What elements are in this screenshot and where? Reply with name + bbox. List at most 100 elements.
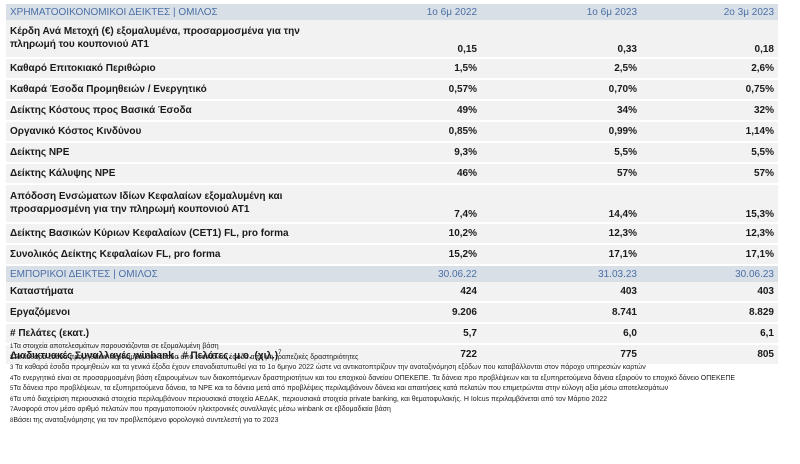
footnote-text: Το ενεργητικό είναι σε προσαρμοσμένη βάσ… xyxy=(13,374,736,382)
cell-value: 805 xyxy=(641,344,778,366)
cell-value: 0,70% xyxy=(481,79,641,101)
cell-value: 9.206 xyxy=(346,302,481,324)
footnote: 8Βάσει της αναταξινόμησης για τον προβλε… xyxy=(10,416,790,427)
table-row: Απόδοση Ενσώματων Ιδίων Κεφαλαίων εξομαλ… xyxy=(6,184,778,224)
column-header: 30.06.22 xyxy=(346,265,481,282)
footnote: 6Τα υπό διαχείριση περιουσιακά στοιχεία … xyxy=(10,395,790,406)
footnote-text: Τα στοιχεία αποτελεσμάτων παρουσιάζονται… xyxy=(13,343,219,350)
cell-value: 403 xyxy=(481,282,641,303)
cell-value: 0,33 xyxy=(481,20,641,59)
row-label: Κέρδη Ανά Μετοχή (€) εξομαλυμένα, προσαρ… xyxy=(6,20,346,59)
cell-value: 46% xyxy=(346,163,481,185)
row-label: Καθαρό Επιτοκιακό Περιθώριο xyxy=(6,58,346,80)
row-label: Δείκτης Βασικών Κύριων Κεφαλαίων (CET1) … xyxy=(6,223,346,245)
cell-value: 12,3% xyxy=(641,223,778,245)
footnote-text: Τα καθαρά έσοδα προμηθειών περιλαμβάνουν… xyxy=(13,353,359,361)
row-label: Δείκτης Κόστους προς Βασικά Έσοδα xyxy=(6,100,346,122)
cell-value: 17,1% xyxy=(641,244,778,266)
financial-section-title: ΧΡΗΜΑΤΟΟΙΚΟΝΟΜΙΚΟΙ ΔΕΙΚΤΕΣ | ΟΜΙΛΟΣ xyxy=(6,4,346,20)
table-row: Καθαρό Επιτοκιακό Περιθώριο 1,5% 2,5% 2,… xyxy=(6,58,778,80)
footnote: 5Τα δάνεια προ προβλέψεων, τα εξυπηρετού… xyxy=(10,384,790,395)
business-header-row: ΕΜΠΟΡΙΚΟΙ ΔΕΙΚΤΕΣ | ΟΜΙΛΟΣ 30.06.22 31.0… xyxy=(6,265,778,282)
footnote-number: 6 xyxy=(10,396,14,403)
row-label: Καθαρά Έσοδα Προμηθειών / Ενεργητικό xyxy=(6,79,346,101)
cell-value: 2,6% xyxy=(641,58,778,80)
cell-value: 34% xyxy=(481,100,641,122)
row-label: Εργαζόμενοι xyxy=(6,302,346,324)
cell-value: 0,85% xyxy=(346,121,481,143)
table-row: Διαδικτυακές Συναλλαγές winbank . # Πελά… xyxy=(6,344,778,366)
cell-value: 5,5% xyxy=(641,142,778,164)
cell-value: 5,5% xyxy=(481,142,641,164)
cell-value: 57% xyxy=(481,163,641,185)
footnote: 3 Τα καθαρά έσοδα προμηθειών και τα γενι… xyxy=(10,363,790,374)
cell-value: 15,2% xyxy=(346,244,481,266)
row-label-with-footnote: Διαδικτυακές Συναλλαγές winbank . # Πελά… xyxy=(6,344,346,366)
cell-value: 1,5% xyxy=(346,58,481,80)
footnotes: 1Τα στοιχεία αποτελεσμάτων παρουσιάζοντα… xyxy=(10,342,790,426)
cell-value: 424 xyxy=(346,282,481,303)
footnote-number: 1 xyxy=(10,344,14,350)
footnote-text: Βάσει της αναταξινόμησης για τον προβλεπ… xyxy=(13,416,279,424)
cell-value: 10,2% xyxy=(346,223,481,245)
business-section-title: ΕΜΠΟΡΙΚΟΙ ΔΕΙΚΤΕΣ | ΟΜΙΛΟΣ xyxy=(6,265,346,282)
cell-value: 0,57% xyxy=(346,79,481,101)
row-label: Συνολικός Δείκτης Κεφαλαίων FL, pro form… xyxy=(6,244,346,266)
footnote-number: 2 xyxy=(10,354,14,361)
cell-value: 12,3% xyxy=(481,223,641,245)
footnote: 7Αναφορά στον μέσο αριθμό πελατών που πρ… xyxy=(10,405,790,416)
column-header: 1ο 6μ 2023 xyxy=(481,4,641,20)
table-row: # Πελάτες (εκατ.) 5,7 6,0 6,1 xyxy=(6,323,778,345)
indicators-table-wrapper: ΧΡΗΜΑΤΟΟΙΚΟΝΟΜΙΚΟΙ ΔΕΙΚΤΕΣ | ΟΜΙΛΟΣ 1ο 6… xyxy=(6,4,778,366)
footnote-number: 8 xyxy=(10,417,14,424)
cell-value: 17,1% xyxy=(481,244,641,266)
cell-value: 49% xyxy=(346,100,481,122)
indicators-table: ΧΡΗΜΑΤΟΟΙΚΟΝΟΜΙΚΟΙ ΔΕΙΚΤΕΣ | ΟΜΙΛΟΣ 1ο 6… xyxy=(6,4,778,366)
cell-value: 7,4% xyxy=(346,184,481,224)
footnote-marker: 7 xyxy=(278,349,282,356)
cell-value: 775 xyxy=(481,344,641,366)
table-row: Εργαζόμενοι 9.206 8.741 8.829 xyxy=(6,302,778,324)
row-label: Δείκτης Κάλυψης NPE xyxy=(6,163,346,185)
cell-value: 6,0 xyxy=(481,323,641,345)
footnote: 4Το ενεργητικό είναι σε προσαρμοσμένη βά… xyxy=(10,374,780,385)
cell-value: 15,3% xyxy=(641,184,778,224)
cell-value: 8.829 xyxy=(641,302,778,324)
footnote-number: 4 xyxy=(10,375,14,382)
footnote: 1Τα στοιχεία αποτελεσμάτων παρουσιάζοντα… xyxy=(10,342,790,353)
cell-value: 8.741 xyxy=(481,302,641,324)
cell-value: 0,15 xyxy=(346,20,481,59)
row-label: # Πελάτες (εκατ.) xyxy=(6,323,346,345)
table-row: Κέρδη Ανά Μετοχή (€) εξομαλυμένα, προσαρ… xyxy=(6,20,778,59)
column-header: 1ο 6μ 2022 xyxy=(346,4,481,20)
row-label: Οργανικό Κόστος Κινδύνου xyxy=(6,121,346,143)
column-header: 30.06.23 xyxy=(641,265,778,282)
cell-value: 403 xyxy=(641,282,778,303)
cell-value: 14,4% xyxy=(481,184,641,224)
column-header: 2ο 3μ 2023 xyxy=(641,4,778,20)
footnote: 2Τα καθαρά έσοδα προμηθειών περιλαμβάνου… xyxy=(10,353,790,364)
cell-value: 6,1 xyxy=(641,323,778,345)
cell-value: 722 xyxy=(346,344,481,366)
table-row: Συνολικός Δείκτης Κεφαλαίων FL, pro form… xyxy=(6,244,778,266)
cell-value: 1,14% xyxy=(641,121,778,143)
footnote-number: 3 xyxy=(10,365,14,371)
footnote-text: Αναφορά στον μέσο αριθμό πελατών που πρα… xyxy=(13,406,391,413)
column-header: 31.03.23 xyxy=(481,265,641,282)
table-row: Δείκτης Κάλυψης NPE 46% 57% 57% xyxy=(6,163,778,185)
table-row: Δείκτης Βασικών Κύριων Κεφαλαίων (CET1) … xyxy=(6,223,778,245)
footnote-number: 5 xyxy=(10,386,14,392)
cell-value: 0,99% xyxy=(481,121,641,143)
financial-header-row: ΧΡΗΜΑΤΟΟΙΚΟΝΟΜΙΚΟΙ ΔΕΙΚΤΕΣ | ΟΜΙΛΟΣ 1ο 6… xyxy=(6,4,778,20)
cell-value: 2,5% xyxy=(481,58,641,80)
footnote-text: Τα δάνεια προ προβλέψεων, τα εξυπηρετούμ… xyxy=(13,385,669,392)
row-label: Απόδοση Ενσώματων Ιδίων Κεφαλαίων εξομαλ… xyxy=(6,184,346,224)
row-label: Διαδικτυακές Συναλλαγές winbank . # Πελά… xyxy=(10,350,279,362)
row-label: Καταστήματα xyxy=(6,282,346,303)
cell-value: 5,7 xyxy=(346,323,481,345)
table-row: Καταστήματα 424 403 403 xyxy=(6,282,778,303)
table-row: Οργανικό Κόστος Κινδύνου 0,85% 0,99% 1,1… xyxy=(6,121,778,143)
table-row: Δείκτης Κόστους προς Βασικά Έσοδα 49% 34… xyxy=(6,100,778,122)
cell-value: 0,75% xyxy=(641,79,778,101)
cell-value: 57% xyxy=(641,163,778,185)
